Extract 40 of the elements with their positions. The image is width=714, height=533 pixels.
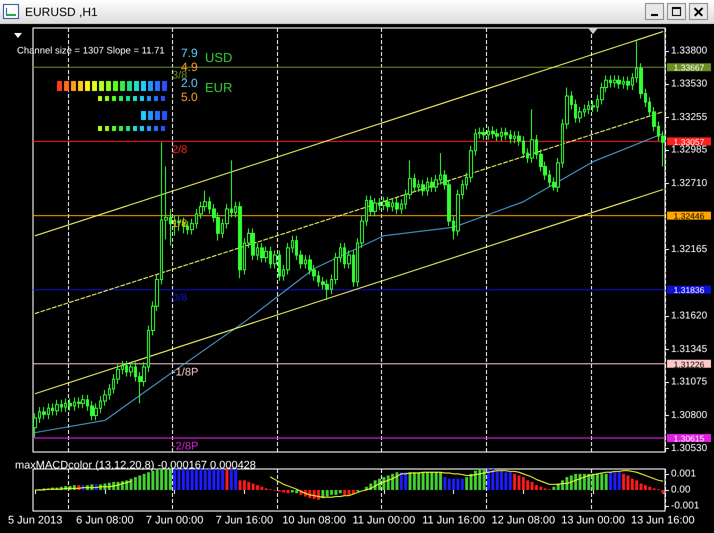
y-tick-label: 1.33255: [671, 112, 708, 123]
x-tick-label: 13 Jun 16:00: [631, 514, 695, 526]
annotation: 0/8: [172, 292, 188, 304]
x-tick-label: 7 Jun 16:00: [216, 514, 274, 526]
chart-title: maxMACDcolor (13,12,20,8) -0.000167 0.000428: [15, 460, 256, 472]
x-tick-label: 13 Jun 00:00: [561, 514, 625, 526]
y-tick-label: 0.00: [671, 484, 691, 496]
ref-line-label: 1.31226: [674, 359, 705, 370]
annotation: 7.9: [181, 46, 198, 60]
ref-line-label: 1.33057: [674, 136, 705, 147]
y-tick-label: 1.30530: [671, 442, 708, 454]
y-tick-label: 1.33530: [671, 78, 708, 90]
annotation: -2/8P: [172, 440, 198, 453]
x-tick-label: 11 Jun 16:00: [422, 514, 486, 526]
x-tick-label: 7 Jun 00:00: [146, 514, 204, 526]
annotation: 2/8: [172, 144, 188, 156]
annotation: USD: [205, 50, 232, 65]
y-tick-label: 1.31345: [671, 344, 708, 355]
y-tick-label: 1.31620: [671, 310, 708, 322]
y-tick-label: 1.33800: [671, 46, 708, 57]
x-tick-label: 11 Jun 00:00: [352, 514, 416, 526]
y-tick-label: 1.31075: [671, 376, 708, 388]
annotation: -1/8P: [172, 366, 198, 378]
y-tick-label: 1.30800: [671, 410, 708, 422]
chart-title: EURUSD ,H1: [25, 4, 98, 18]
ref-line-label: 1.31836: [674, 285, 705, 296]
y-tick-label: 1.32710: [671, 178, 708, 190]
y-tick-label: -0.001: [671, 500, 700, 512]
y-tick-label: 0.001: [671, 468, 696, 480]
x-tick-label: 5 Jun 2013: [8, 514, 62, 526]
y-tick-label: 1.32165: [671, 244, 708, 256]
x-tick-label: 10 Jun 08:00: [282, 514, 346, 526]
ref-line-label: 1.30615: [674, 434, 705, 444]
ref-line-label: 1.33667: [674, 62, 705, 73]
x-tick-label: 6 Jun 08:00: [76, 514, 134, 526]
ref-line-label: 1.32446: [674, 211, 705, 222]
y-tick-label: 1.32985: [671, 144, 708, 156]
x-tick-label: 12 Jun 08:00: [492, 514, 556, 526]
annotation: 5.0: [181, 90, 198, 104]
annotation: EUR: [205, 80, 232, 95]
